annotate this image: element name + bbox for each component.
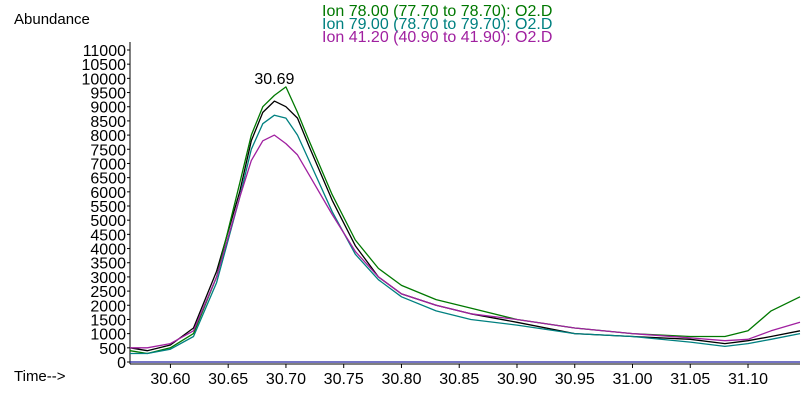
x-tick-label: 30.65: [208, 371, 248, 388]
y-tick-label: 10000: [82, 71, 127, 88]
x-tick-label: 30.80: [381, 371, 421, 388]
y-tick-label: 6500: [90, 171, 126, 188]
legend-entry: Ion 78.00 (77.70 to 78.70): O2.D: [322, 3, 552, 20]
legend-entry: Ion 41.20 (40.90 to 41.90): O2.D: [322, 29, 552, 46]
y-axis-label: Abundance: [14, 11, 90, 28]
x-tick-label: 31.00: [612, 371, 652, 388]
axes: 0500100015002000250030003500400045005000…: [82, 42, 800, 388]
y-tick-label: 1500: [90, 312, 126, 329]
x-tick-label: 30.95: [555, 371, 595, 388]
y-tick-label: 0: [117, 355, 126, 372]
y-tick-label: 11000: [83, 43, 126, 60]
y-tick-label: 9000: [90, 100, 126, 117]
x-tick-label: 31.10: [728, 371, 768, 388]
y-tick-label: 4000: [90, 242, 126, 259]
y-tick-label: 7500: [90, 142, 126, 159]
legend-entry: Ion 79.00 (78.70 to 79.70): O2.D: [322, 16, 552, 33]
y-tick-label: 9500: [90, 86, 126, 103]
x-tick-label: 30.70: [266, 371, 306, 388]
y-tick-label: 10500: [82, 57, 127, 74]
x-tick-label: 30.90: [497, 371, 537, 388]
series-line: [129, 86, 801, 355]
x-tick-label: 30.60: [150, 371, 190, 388]
y-tick-label: 1000: [90, 327, 126, 344]
x-tick-label: 30.85: [439, 371, 479, 388]
y-tick-label: 3500: [90, 256, 126, 273]
y-tick-label: 500: [99, 341, 126, 358]
y-tick-label: 5000: [90, 213, 126, 230]
y-tick-label: 6000: [90, 185, 126, 202]
y-tick-label: 8500: [90, 114, 126, 131]
y-tick-label: 5500: [90, 199, 126, 216]
series-group: [129, 86, 801, 363]
peak-label: 30.69: [254, 71, 294, 88]
y-tick-label: 4500: [90, 227, 126, 244]
series-line: [130, 114, 801, 355]
x-tick-label: 31.05: [670, 371, 710, 388]
y-tick-label: 3000: [90, 270, 126, 287]
x-axis-label: Time-->: [14, 368, 66, 385]
series-line: [129, 100, 801, 352]
y-tick-label: 2000: [90, 298, 126, 315]
y-tick-label: 7000: [90, 156, 126, 173]
x-tick-label: 30.75: [324, 371, 364, 388]
y-tick-label: 8000: [90, 128, 126, 145]
y-tick-label: 2500: [90, 284, 126, 301]
series-line: [130, 134, 801, 349]
